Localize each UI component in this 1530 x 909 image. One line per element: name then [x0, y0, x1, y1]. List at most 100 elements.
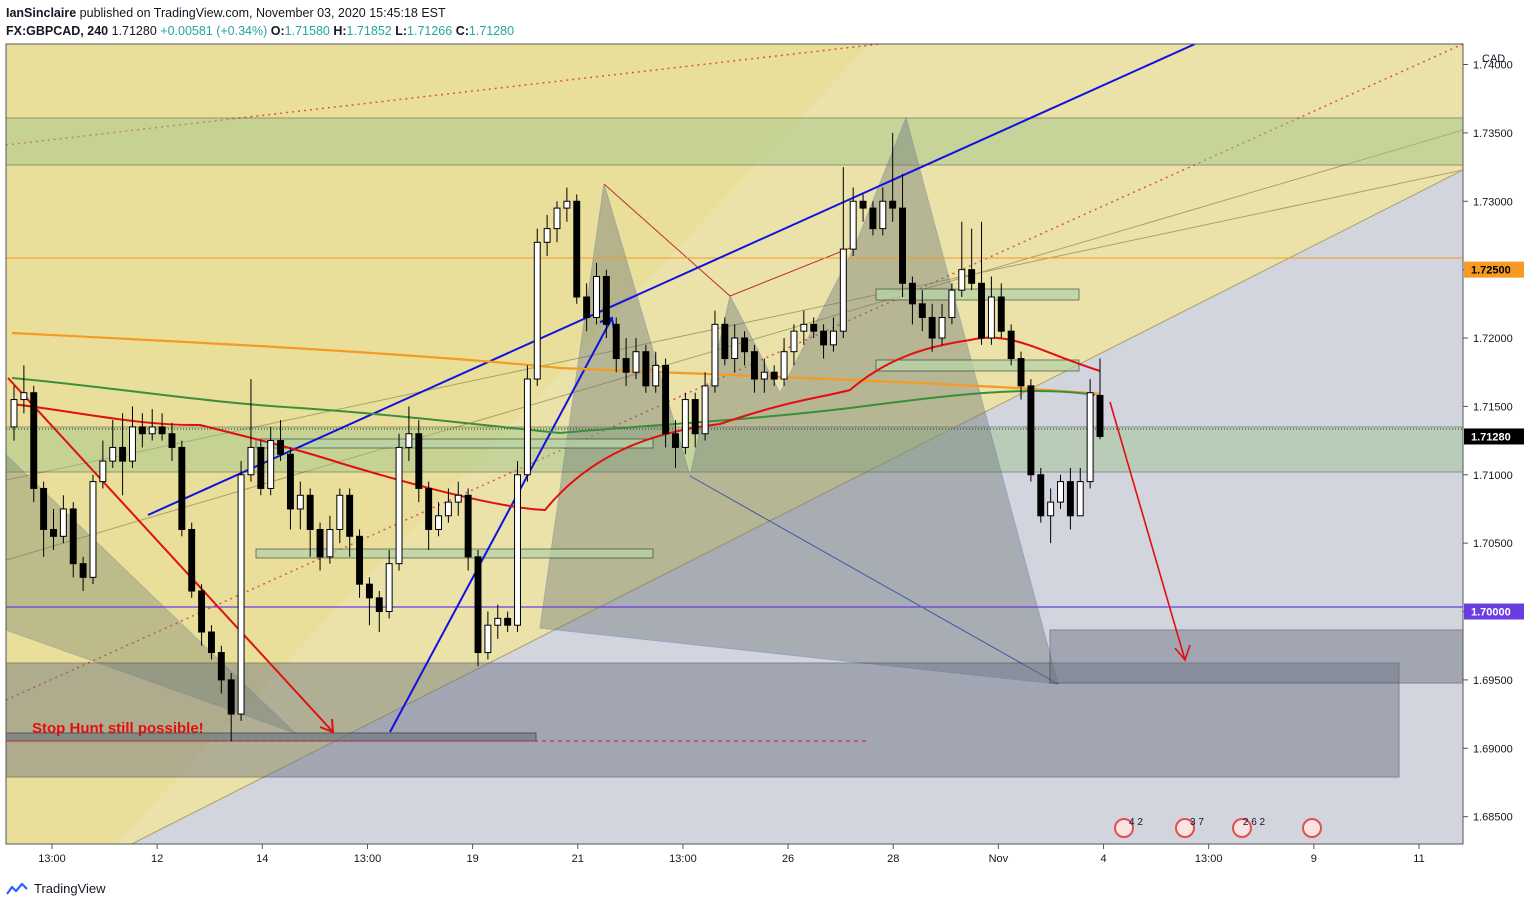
event-count: 3 7	[1190, 817, 1204, 828]
footer-brand[interactable]: TradingView	[34, 881, 106, 896]
small-zone-4	[875, 359, 1080, 372]
price-label-purple: 1.70000	[1464, 603, 1524, 620]
time-axis-labels: 13:00 12 14 13:00 19 21 13:00 26 28 Nov 4 13:00 9 11	[38, 844, 1425, 865]
candle	[454, 481, 462, 516]
event-flag[interactable]: 4 2	[1114, 817, 1143, 838]
candle-body	[158, 426, 166, 435]
candle-body	[938, 317, 946, 339]
candle-body	[365, 583, 373, 599]
event-flag[interactable]	[1302, 818, 1322, 838]
candle	[316, 522, 324, 571]
last-price: 1.71280	[111, 24, 157, 38]
candle-body	[494, 617, 502, 626]
candle	[237, 461, 245, 721]
candle-body	[129, 426, 136, 462]
candle	[1096, 358, 1104, 440]
small-zone-1	[255, 438, 654, 449]
candle	[741, 331, 749, 366]
candle	[928, 303, 936, 352]
candle-body	[780, 351, 788, 380]
candle-body	[50, 528, 57, 537]
candle-body	[40, 487, 48, 530]
candle-body	[385, 563, 393, 613]
candle-body	[889, 200, 897, 209]
candle	[336, 488, 344, 544]
time-tick-label: 19	[466, 853, 478, 865]
candle-body	[356, 535, 364, 585]
candlestick-series	[10, 132, 1104, 742]
time-axis[interactable]	[6, 844, 1463, 872]
dotted-red-line-top	[6, 44, 881, 146]
impulse-arrow-blue	[389, 317, 613, 733]
candle-body	[652, 364, 660, 387]
event-flag[interactable]: 2 6 2	[1232, 817, 1266, 838]
price-tick-label: 1.73500	[1473, 128, 1513, 140]
candle-body	[138, 426, 146, 435]
candle-body	[632, 351, 640, 373]
candle	[59, 495, 67, 544]
candle-body	[1047, 501, 1055, 517]
economic-events[interactable]: 4 2 3 7 2 6 2	[1114, 817, 1322, 838]
candle-body	[978, 282, 985, 339]
event-flag[interactable]: 3 7	[1175, 817, 1204, 838]
candle	[760, 358, 768, 393]
candle	[622, 338, 630, 386]
candle	[721, 317, 729, 366]
candle-body	[168, 433, 176, 448]
symbol-name[interactable]: FX:GBPCAD, 240	[6, 24, 109, 38]
high-label: H:	[333, 24, 347, 38]
candle	[385, 549, 393, 619]
candle-body	[119, 446, 127, 462]
event-count: 4 2	[1129, 817, 1143, 828]
candle	[958, 221, 966, 297]
price-chart[interactable]: Stop Hunt still possible! 1.74000 1.73500…	[0, 0, 1530, 875]
candle	[820, 324, 828, 359]
candle-body	[948, 289, 956, 319]
publish-text: published on TradingView.com, November 0…	[79, 6, 446, 20]
candle	[188, 522, 196, 598]
candle	[514, 461, 521, 633]
time-tick-label: 13:00	[354, 853, 382, 865]
time-tick-label: Nov	[989, 853, 1009, 865]
candle	[158, 413, 166, 441]
price-tick-label: 1.70500	[1473, 538, 1513, 550]
candle	[168, 422, 176, 462]
event-flag-icon	[1175, 818, 1195, 838]
candle	[869, 201, 877, 236]
candle	[583, 283, 591, 332]
candle-body	[662, 364, 670, 435]
candle	[1066, 467, 1074, 530]
candle-body	[326, 528, 334, 558]
candle-body	[415, 433, 423, 489]
candle-body	[375, 597, 383, 613]
candle-body	[504, 617, 512, 626]
candle-body	[227, 679, 235, 715]
candle-body	[1017, 358, 1025, 387]
candle-body	[178, 446, 186, 530]
candle	[978, 221, 985, 345]
candle	[365, 577, 373, 626]
forecast-arrow-red	[1109, 401, 1186, 661]
candle	[879, 187, 887, 236]
candle-body	[958, 269, 966, 291]
symbol-info: FX:GBPCAD, 240 1.71280 +0.00581 (+0.34%)…	[6, 22, 514, 40]
candle-body	[790, 330, 798, 353]
time-tick-label: 13:00	[669, 853, 697, 865]
candle	[1017, 351, 1025, 400]
candle-body	[454, 494, 462, 503]
candle	[849, 187, 857, 256]
candle	[484, 611, 492, 660]
candle	[1007, 324, 1015, 366]
time-tick-label: 4	[1100, 853, 1106, 865]
candle-body	[1076, 481, 1084, 517]
candle	[968, 228, 976, 291]
candle	[356, 529, 364, 598]
candle-body	[612, 323, 620, 360]
candle-body	[10, 399, 18, 428]
candle-body	[247, 446, 255, 476]
candle-body	[316, 528, 324, 558]
publisher-name[interactable]: IanSinclaire	[6, 6, 77, 20]
price-label-orange: 1.72500	[1464, 261, 1524, 278]
price-tick-label: 1.72000	[1473, 333, 1513, 345]
forecast-arrowhead-red	[1174, 644, 1191, 662]
